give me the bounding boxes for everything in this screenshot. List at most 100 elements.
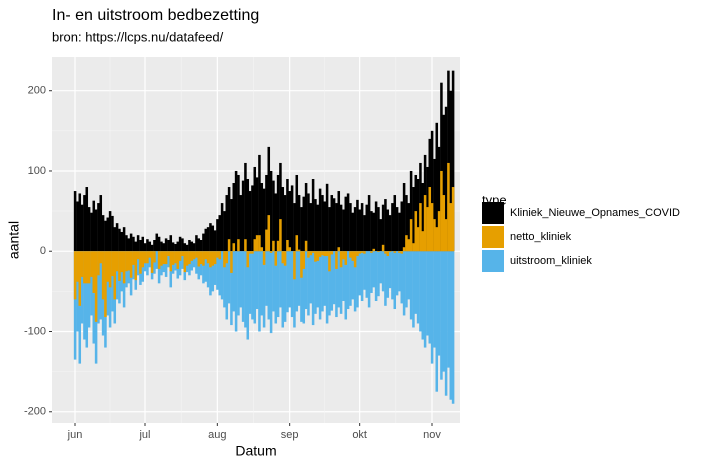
bar xyxy=(302,251,306,269)
bar xyxy=(309,203,313,252)
bar xyxy=(440,82,443,252)
bar xyxy=(363,251,366,254)
bar xyxy=(134,251,138,281)
bar xyxy=(332,251,336,305)
bar xyxy=(428,187,432,252)
bar xyxy=(374,251,378,301)
bar xyxy=(440,251,443,380)
bar xyxy=(283,195,287,252)
bar xyxy=(127,238,131,252)
bar xyxy=(246,251,250,340)
bar xyxy=(309,251,313,304)
bar xyxy=(150,244,154,252)
bar xyxy=(155,233,159,252)
bar xyxy=(386,209,390,252)
bar xyxy=(113,251,117,300)
bar xyxy=(409,251,413,320)
bar xyxy=(325,251,329,257)
bar xyxy=(178,251,182,276)
bar xyxy=(398,212,401,252)
bar xyxy=(174,251,177,264)
bar xyxy=(281,187,285,252)
bar xyxy=(216,251,219,290)
bar xyxy=(148,251,152,268)
bar xyxy=(265,251,268,306)
bar xyxy=(139,251,142,274)
bar xyxy=(314,251,317,262)
bar xyxy=(372,251,376,288)
bar xyxy=(188,251,191,265)
bar xyxy=(381,244,385,252)
bar xyxy=(279,162,282,252)
bar xyxy=(297,251,301,306)
bar xyxy=(120,251,124,273)
bar xyxy=(293,203,296,252)
bar xyxy=(342,251,345,301)
bar xyxy=(195,251,198,258)
bar xyxy=(360,251,364,301)
bar xyxy=(295,251,299,312)
bar xyxy=(99,251,103,320)
bar xyxy=(449,251,453,400)
bar xyxy=(328,251,331,272)
bar xyxy=(213,230,217,252)
bar xyxy=(407,239,411,252)
bar xyxy=(412,243,415,252)
bar xyxy=(323,201,327,252)
bar xyxy=(115,251,119,300)
bar xyxy=(225,251,229,320)
bar xyxy=(120,231,124,252)
bar xyxy=(239,251,243,308)
bar xyxy=(269,251,273,253)
bar xyxy=(316,251,320,308)
bar xyxy=(449,203,453,252)
bar xyxy=(351,251,355,300)
bar xyxy=(409,219,413,252)
bar xyxy=(276,240,280,252)
bar xyxy=(190,251,194,261)
bar xyxy=(258,251,261,332)
bar xyxy=(402,247,406,252)
bar xyxy=(384,251,387,254)
bar xyxy=(370,251,373,253)
bar xyxy=(451,251,455,404)
bar xyxy=(150,251,154,273)
legend-swatch xyxy=(482,202,504,224)
x-tick-label: okt xyxy=(352,429,367,441)
bar xyxy=(414,211,418,252)
chart-subtitle: bron: https://lcps.nu/datafeed/ xyxy=(52,29,224,44)
bar xyxy=(78,251,82,306)
bar xyxy=(405,251,408,308)
bar xyxy=(251,251,254,320)
bar xyxy=(344,251,348,265)
bar xyxy=(276,251,280,318)
bar xyxy=(99,251,103,264)
bar xyxy=(416,179,420,252)
bar xyxy=(80,251,84,277)
bar xyxy=(106,251,110,282)
bar xyxy=(302,251,306,324)
bar xyxy=(416,251,420,324)
bar xyxy=(209,251,212,268)
bar xyxy=(132,251,135,280)
bar xyxy=(267,215,271,252)
bar xyxy=(377,251,380,253)
bar xyxy=(213,251,217,265)
bar xyxy=(106,251,110,316)
bar xyxy=(122,251,126,284)
bar xyxy=(85,251,89,348)
bar xyxy=(216,219,219,252)
bar xyxy=(108,211,112,252)
bar xyxy=(241,180,245,252)
bar xyxy=(211,225,215,252)
bar xyxy=(398,251,401,253)
bar xyxy=(316,251,320,261)
bar xyxy=(358,209,362,252)
bar xyxy=(300,251,303,278)
bar xyxy=(444,251,448,396)
bar xyxy=(433,219,436,252)
bar xyxy=(318,251,322,320)
bar xyxy=(421,251,425,340)
bar xyxy=(351,251,355,261)
bar xyxy=(332,198,336,252)
